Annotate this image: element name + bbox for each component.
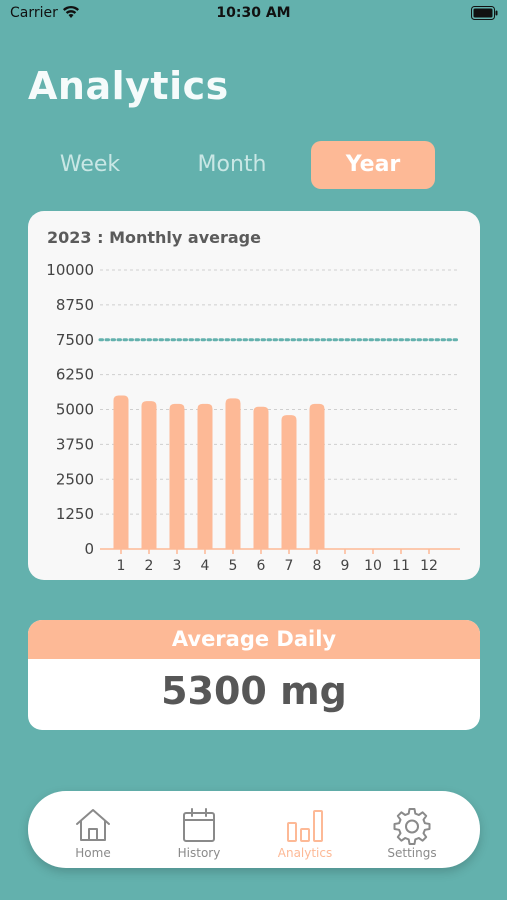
bar-chart-icon bbox=[287, 810, 323, 842]
bar bbox=[113, 395, 129, 549]
battery-icon bbox=[471, 6, 498, 20]
bar bbox=[141, 401, 157, 549]
tab-year[interactable]: Year bbox=[311, 141, 435, 189]
average-daily-card: Average Daily 5300 mg bbox=[28, 620, 480, 730]
average-daily-value: 5300 mg bbox=[161, 669, 347, 713]
wifi-icon bbox=[63, 5, 79, 18]
bar bbox=[253, 406, 269, 549]
home-icon bbox=[76, 809, 110, 841]
y-tick-label: 1250 bbox=[56, 505, 94, 523]
bar bbox=[169, 403, 185, 549]
bar bbox=[225, 398, 241, 549]
tab-bar-analytics[interactable]: Analytics bbox=[255, 791, 355, 868]
y-tick-label: 8750 bbox=[56, 296, 94, 314]
tab-month[interactable]: Month bbox=[197, 152, 267, 177]
tab-bar-settings-label: Settings bbox=[387, 846, 437, 860]
bottom-tab-bar: Home History Analytics Settings bbox=[28, 791, 480, 868]
x-tick-label: 8 bbox=[313, 558, 322, 574]
status-bar: Carrier 10:30 AM bbox=[0, 0, 507, 30]
tab-bar-history-label: History bbox=[177, 846, 221, 860]
x-tick-label: 6 bbox=[257, 558, 266, 574]
x-tick-label: 7 bbox=[285, 558, 294, 574]
x-tick-label: 3 bbox=[173, 558, 182, 574]
chart-title: 2023 : Monthly average bbox=[47, 228, 261, 247]
tab-bar-home[interactable]: Home bbox=[43, 791, 143, 868]
x-tick-label: 1 bbox=[117, 558, 126, 574]
y-tick-label: 5000 bbox=[56, 401, 94, 419]
bar bbox=[197, 403, 213, 549]
gear-icon bbox=[393, 808, 431, 845]
x-tick-label: 4 bbox=[201, 558, 210, 574]
calendar-icon bbox=[183, 808, 215, 842]
tab-bar-settings[interactable]: Settings bbox=[362, 791, 462, 868]
x-tick-label: 10 bbox=[364, 558, 382, 574]
tab-bar-history[interactable]: History bbox=[149, 791, 249, 868]
y-tick-label: 7500 bbox=[56, 331, 94, 349]
page-title: Analytics bbox=[28, 64, 229, 108]
x-tick-label: 5 bbox=[229, 558, 238, 574]
bar bbox=[281, 415, 297, 549]
x-tick-label: 2 bbox=[145, 558, 154, 574]
tab-bar-home-label: Home bbox=[75, 846, 111, 860]
tab-bar-analytics-label: Analytics bbox=[277, 846, 333, 860]
carrier-label: Carrier bbox=[10, 5, 58, 21]
x-tick-label: 9 bbox=[341, 558, 350, 574]
y-tick-label: 10000 bbox=[46, 261, 94, 279]
y-tick-label: 3750 bbox=[56, 435, 94, 453]
y-tick-label: 0 bbox=[84, 540, 94, 558]
y-tick-label: 2500 bbox=[56, 470, 94, 488]
x-tick-label: 11 bbox=[392, 558, 410, 574]
y-tick-label: 6250 bbox=[56, 366, 94, 384]
tab-week[interactable]: Week bbox=[59, 152, 121, 177]
x-tick-label: 12 bbox=[420, 558, 438, 574]
average-daily-label: Average Daily bbox=[28, 620, 480, 659]
bar bbox=[309, 403, 325, 549]
status-time: 10:30 AM bbox=[216, 5, 291, 21]
chart-card: 2023 : Monthly average 0 1250 2500 3750 5000… bbox=[28, 211, 480, 580]
